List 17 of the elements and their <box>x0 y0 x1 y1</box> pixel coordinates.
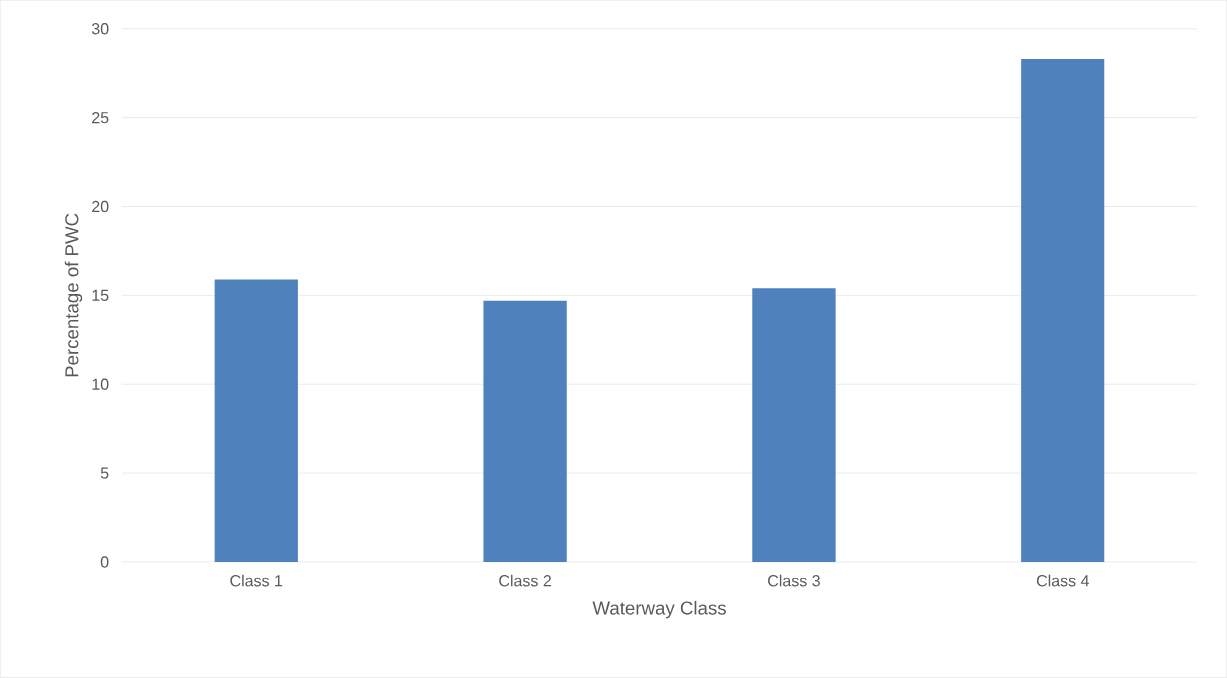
y-tick-label: 10 <box>92 378 109 390</box>
bar <box>752 288 836 563</box>
bar <box>1021 59 1105 563</box>
y-tick-label: 20 <box>92 200 109 213</box>
y-tick-label: 5 <box>100 467 109 479</box>
y-tick-label: 30 <box>91 23 109 35</box>
x-tick-label: Class 4 <box>1036 574 1089 587</box>
bar <box>483 300 567 563</box>
x-tick-label: Class 3 <box>768 574 820 587</box>
bar <box>214 279 298 563</box>
x-tick-label: Class 1 <box>230 574 283 587</box>
x-tick-label: Class 2 <box>499 574 551 587</box>
x-axis-title: Waterway Class <box>592 601 726 619</box>
y-tick-label: 25 <box>92 112 109 124</box>
y-axis-title: Percentage of PWC <box>64 213 83 377</box>
y-tick-label: 0 <box>100 556 109 568</box>
y-tick-label: 15 <box>92 289 109 302</box>
